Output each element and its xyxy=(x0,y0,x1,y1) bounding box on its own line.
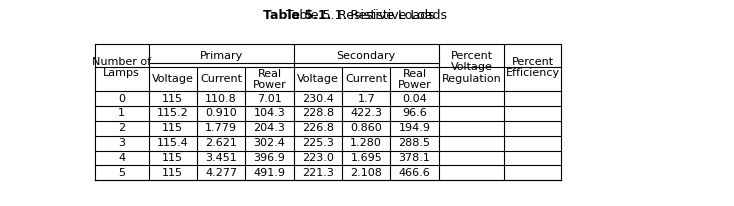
Text: Table 5.1.: Table 5.1. xyxy=(263,9,331,22)
Text: Real
Power: Real Power xyxy=(398,69,432,90)
Text: 223.0: 223.0 xyxy=(302,153,334,163)
Text: 228.8: 228.8 xyxy=(302,108,334,118)
Text: 1.779: 1.779 xyxy=(206,123,237,133)
Text: 288.5: 288.5 xyxy=(399,138,431,148)
Text: 1.7: 1.7 xyxy=(357,94,375,104)
Text: 194.9: 194.9 xyxy=(399,123,431,133)
Text: Number of
Lamps: Number of Lamps xyxy=(92,57,151,78)
Text: Voltage: Voltage xyxy=(152,74,194,84)
Text: Resistive Loads: Resistive Loads xyxy=(334,9,435,22)
Text: Real
Power: Real Power xyxy=(252,69,286,90)
Text: 221.3: 221.3 xyxy=(302,168,334,178)
Text: 4: 4 xyxy=(118,153,126,163)
Text: 378.1: 378.1 xyxy=(399,153,431,163)
Text: 0.860: 0.860 xyxy=(350,123,382,133)
Text: 422.3: 422.3 xyxy=(350,108,382,118)
Text: 302.4: 302.4 xyxy=(253,138,286,148)
Text: 204.3: 204.3 xyxy=(253,123,286,133)
Text: 3: 3 xyxy=(118,138,125,148)
Text: 115.2: 115.2 xyxy=(157,108,189,118)
Text: 1: 1 xyxy=(118,108,125,118)
Text: Current: Current xyxy=(200,74,242,84)
Text: 2.621: 2.621 xyxy=(206,138,237,148)
Text: Primary: Primary xyxy=(200,51,243,61)
Text: 110.8: 110.8 xyxy=(206,94,237,104)
Text: 1.695: 1.695 xyxy=(350,153,382,163)
Text: 2: 2 xyxy=(118,123,126,133)
Text: 1.280: 1.280 xyxy=(350,138,382,148)
Text: 104.3: 104.3 xyxy=(254,108,286,118)
Text: 396.9: 396.9 xyxy=(253,153,286,163)
Text: 230.4: 230.4 xyxy=(302,94,334,104)
Text: 226.8: 226.8 xyxy=(302,123,334,133)
Text: 0: 0 xyxy=(118,94,125,104)
Text: 115: 115 xyxy=(162,123,184,133)
Text: 96.6: 96.6 xyxy=(402,108,427,118)
Text: 115.4: 115.4 xyxy=(157,138,189,148)
Text: 0.910: 0.910 xyxy=(206,108,237,118)
Text: 0.04: 0.04 xyxy=(402,94,427,104)
Text: 4.277: 4.277 xyxy=(205,168,237,178)
Text: 225.3: 225.3 xyxy=(302,138,334,148)
Text: Current: Current xyxy=(345,74,388,84)
Text: Percent
Efficiency: Percent Efficiency xyxy=(506,57,559,78)
Text: 466.6: 466.6 xyxy=(399,168,430,178)
Text: 115: 115 xyxy=(162,153,184,163)
Text: 491.9: 491.9 xyxy=(253,168,286,178)
Text: 115: 115 xyxy=(162,94,184,104)
Text: 7.01: 7.01 xyxy=(257,94,282,104)
Text: 3.451: 3.451 xyxy=(206,153,237,163)
Text: Percent
Voltage
Regulation: Percent Voltage Regulation xyxy=(442,51,501,84)
Text: 5: 5 xyxy=(118,168,125,178)
Text: Secondary: Secondary xyxy=(337,51,396,61)
Text: 115: 115 xyxy=(162,168,184,178)
Text: Table 5.1. Resistive Loads: Table 5.1. Resistive Loads xyxy=(286,9,448,22)
Text: Voltage: Voltage xyxy=(297,74,339,84)
Text: 2.108: 2.108 xyxy=(350,168,382,178)
